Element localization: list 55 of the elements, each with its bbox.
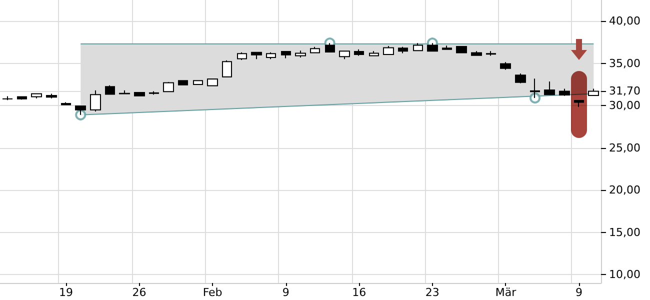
candlestick <box>471 50 482 56</box>
x-tick-label: Feb <box>202 286 222 299</box>
candlestick <box>61 102 71 106</box>
candlestick <box>46 93 57 99</box>
candlestick <box>544 81 555 96</box>
y-tick-label: 40,00 <box>609 14 640 28</box>
candlestick <box>574 100 584 108</box>
candlestick <box>266 52 276 60</box>
x-tick-label: 23 <box>425 286 440 299</box>
candlestick <box>178 80 188 86</box>
y-tick-label: 30,00 <box>609 99 640 112</box>
point <box>530 92 541 104</box>
y-tick-label: 25,00 <box>609 141 640 154</box>
x-tick-label: 9 <box>282 286 290 299</box>
candlestick <box>559 88 570 96</box>
candlestick <box>193 80 203 86</box>
candlestick <box>310 46 320 54</box>
candlestick <box>222 60 232 78</box>
candlestick <box>207 78 218 87</box>
candlestick <box>456 46 467 54</box>
candlestick <box>295 50 306 58</box>
candlestick <box>105 84 115 95</box>
x-tick-label: 26 <box>132 286 146 299</box>
candlestick <box>383 46 394 56</box>
candlestick <box>281 50 291 59</box>
x-tick-label: 19 <box>58 286 73 299</box>
point <box>75 109 86 120</box>
y-tick-label: 35,00 <box>609 56 640 70</box>
x-tick-label: 16 <box>352 286 366 299</box>
candlestick <box>398 46 408 54</box>
x-tick-label: 9 <box>576 286 583 299</box>
candlestick <box>134 92 145 97</box>
candlestick <box>486 50 496 56</box>
candlestick <box>90 90 101 112</box>
y-tick-label: 31,70 <box>609 84 640 98</box>
candlestick <box>588 88 599 96</box>
candlestick <box>339 50 350 60</box>
y-tick-label: 15,00 <box>609 226 640 239</box>
candlestick <box>237 52 247 60</box>
candlestick <box>2 96 13 101</box>
x-tick-label: Mär <box>495 286 517 299</box>
candlestick <box>515 72 526 84</box>
candlestick <box>442 45 452 50</box>
y-tick-label: 20,00 <box>609 184 640 197</box>
candlestick <box>163 81 174 93</box>
candlestick <box>251 51 262 60</box>
candlestick <box>149 90 159 96</box>
y-tick-label: 10,00 <box>609 268 640 282</box>
candlestick <box>500 62 511 70</box>
candlestick <box>369 50 379 56</box>
candlestick <box>413 42 423 52</box>
candlestick <box>31 93 42 99</box>
candlestick <box>119 90 130 95</box>
candlestick <box>17 96 27 100</box>
candlestick <box>354 48 364 56</box>
